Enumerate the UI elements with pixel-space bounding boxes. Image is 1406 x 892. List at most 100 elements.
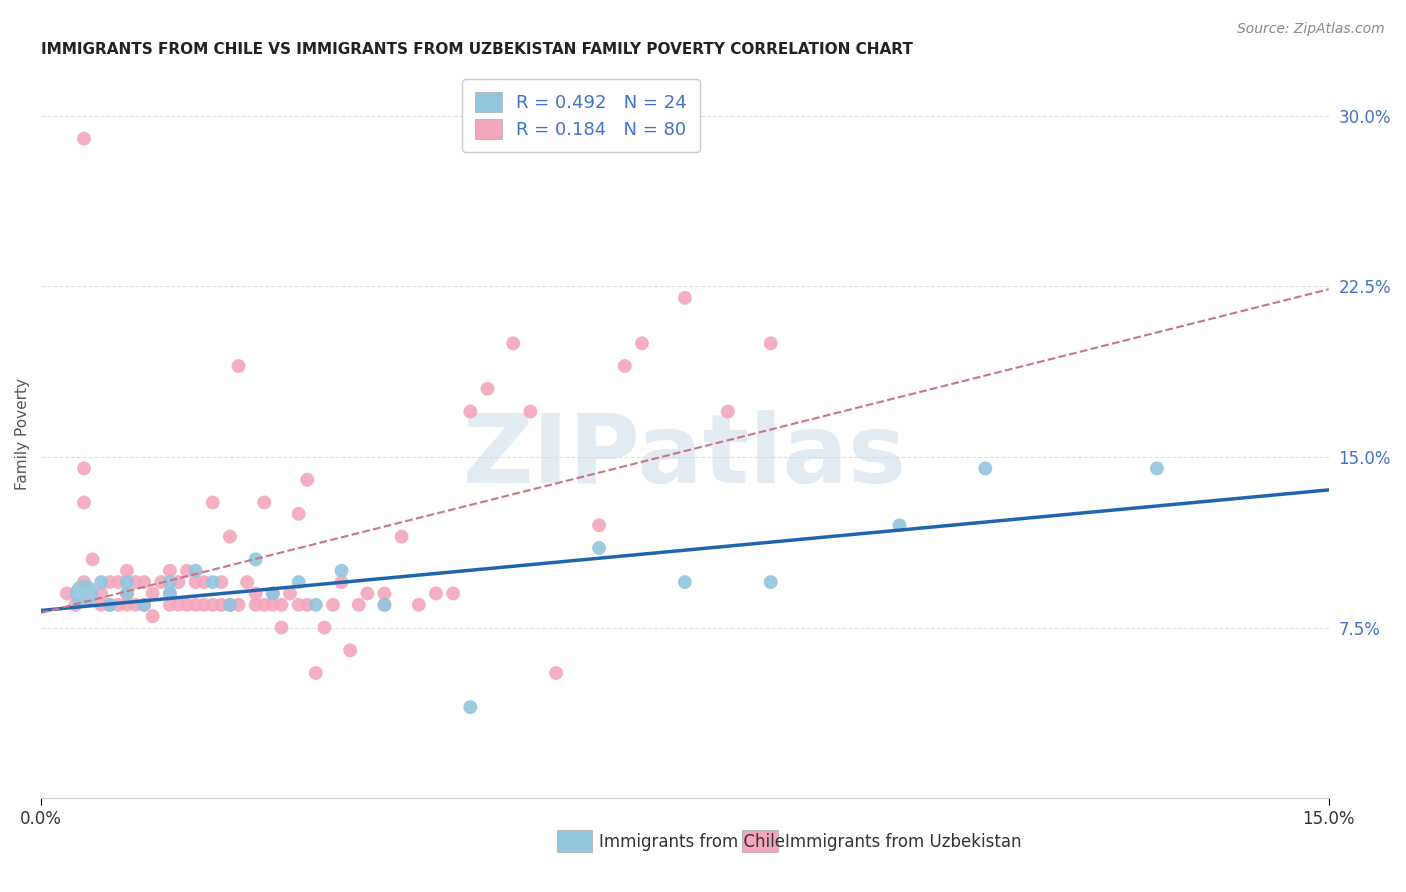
Point xyxy=(373,598,395,612)
Point xyxy=(236,575,259,590)
Point xyxy=(356,586,378,600)
Point xyxy=(98,598,121,612)
Point xyxy=(184,598,207,612)
Point xyxy=(262,586,284,600)
Text: Immigrants from Uzbekistan: Immigrants from Uzbekistan xyxy=(785,833,1021,852)
Point xyxy=(193,598,215,612)
Point xyxy=(889,518,911,533)
Point xyxy=(107,598,129,612)
Point xyxy=(295,598,318,612)
Point xyxy=(73,586,96,600)
Point xyxy=(322,598,344,612)
Point xyxy=(287,598,309,612)
Point xyxy=(974,461,997,475)
Point xyxy=(176,598,198,612)
Point xyxy=(408,598,430,612)
Point xyxy=(115,564,138,578)
Point xyxy=(132,598,155,612)
Point xyxy=(159,598,181,612)
Point xyxy=(228,598,250,612)
Point xyxy=(65,598,87,612)
Point xyxy=(150,575,173,590)
Point xyxy=(184,564,207,578)
Point xyxy=(295,473,318,487)
Point xyxy=(717,404,740,418)
Point xyxy=(546,666,568,681)
Point xyxy=(287,575,309,590)
Point xyxy=(115,575,138,590)
Text: Source: ZipAtlas.com: Source: ZipAtlas.com xyxy=(1237,22,1385,37)
Point xyxy=(262,586,284,600)
Point xyxy=(613,359,636,373)
Point xyxy=(588,541,610,555)
Point xyxy=(98,598,121,612)
Point xyxy=(142,586,165,600)
Point xyxy=(201,495,224,509)
Point xyxy=(262,598,284,612)
Point xyxy=(167,598,190,612)
Text: Immigrants from Chile: Immigrants from Chile xyxy=(599,833,786,852)
Point xyxy=(391,530,413,544)
Point xyxy=(193,575,215,590)
Point xyxy=(132,598,155,612)
Point xyxy=(287,507,309,521)
Point xyxy=(588,518,610,533)
Point xyxy=(759,575,782,590)
Point xyxy=(314,621,336,635)
Point xyxy=(245,586,267,600)
Point xyxy=(477,382,499,396)
Point xyxy=(373,586,395,600)
Point xyxy=(82,552,104,566)
Point xyxy=(519,404,541,418)
Point xyxy=(441,586,464,600)
Point xyxy=(73,495,96,509)
Point xyxy=(270,621,292,635)
Point xyxy=(631,336,654,351)
Point xyxy=(1146,461,1168,475)
Point xyxy=(115,586,138,600)
Point xyxy=(56,586,79,600)
Point xyxy=(245,552,267,566)
Point xyxy=(278,586,301,600)
Point xyxy=(245,598,267,612)
Point xyxy=(219,598,242,612)
Point xyxy=(201,575,224,590)
Point xyxy=(305,598,328,612)
Point xyxy=(425,586,447,600)
Point xyxy=(90,586,112,600)
Point xyxy=(115,598,138,612)
Point xyxy=(159,575,181,590)
Point xyxy=(458,404,481,418)
Point xyxy=(373,598,395,612)
Point xyxy=(209,575,232,590)
Point xyxy=(228,359,250,373)
Point xyxy=(305,666,328,681)
Point xyxy=(270,598,292,612)
Point xyxy=(176,564,198,578)
Point xyxy=(73,575,96,590)
Point xyxy=(209,598,232,612)
Legend: R = 0.492   N = 24, R = 0.184   N = 80: R = 0.492 N = 24, R = 0.184 N = 80 xyxy=(463,79,700,152)
Point xyxy=(253,598,276,612)
Point xyxy=(201,598,224,612)
Point xyxy=(115,586,138,600)
Point xyxy=(330,564,353,578)
Point xyxy=(253,495,276,509)
Point xyxy=(159,564,181,578)
Y-axis label: Family Poverty: Family Poverty xyxy=(15,378,30,491)
Point xyxy=(90,575,112,590)
Point xyxy=(673,575,696,590)
Point xyxy=(159,586,181,600)
Text: ZIPatlas: ZIPatlas xyxy=(463,409,907,502)
Point xyxy=(132,575,155,590)
Point xyxy=(73,131,96,145)
Point xyxy=(142,609,165,624)
Text: IMMIGRANTS FROM CHILE VS IMMIGRANTS FROM UZBEKISTAN FAMILY POVERTY CORRELATION C: IMMIGRANTS FROM CHILE VS IMMIGRANTS FROM… xyxy=(41,42,912,57)
Point xyxy=(219,598,242,612)
Point xyxy=(184,575,207,590)
Point xyxy=(330,575,353,590)
Point xyxy=(458,700,481,714)
Point xyxy=(90,598,112,612)
Point xyxy=(124,598,146,612)
Point xyxy=(347,598,370,612)
